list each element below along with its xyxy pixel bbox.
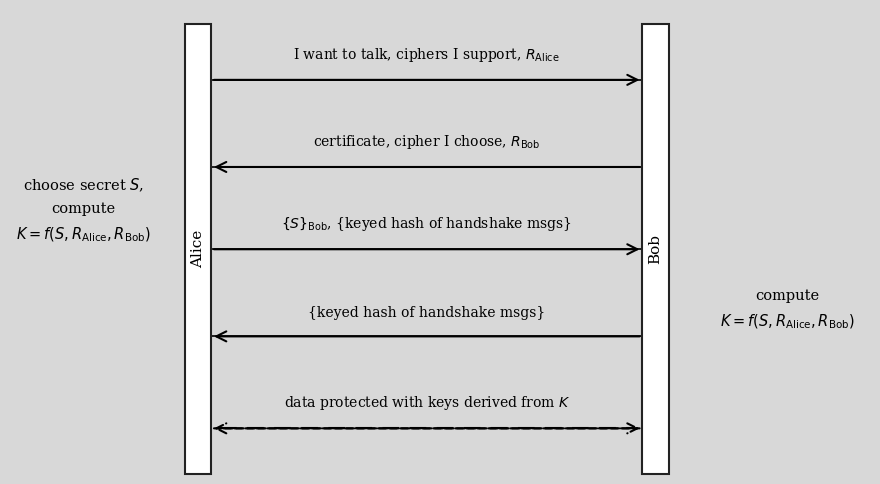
Text: data protected with keys derived from $K$: data protected with keys derived from $K… bbox=[283, 394, 570, 412]
Text: I want to talk, ciphers I support, $R_{\mathrm{Alice}}$: I want to talk, ciphers I support, $R_{\… bbox=[293, 46, 561, 64]
Text: {keyed hash of handshake msgs}: {keyed hash of handshake msgs} bbox=[308, 306, 546, 320]
Text: Bob: Bob bbox=[649, 234, 663, 264]
Text: compute
$K=f(S,R_{\mathrm{Alice}},R_{\mathrm{Bob}})$: compute $K=f(S,R_{\mathrm{Alice}},R_{\ma… bbox=[720, 289, 855, 331]
Text: choose secret $S$,
compute
$K=f(S,R_{\mathrm{Alice}},R_{\mathrm{Bob}})$: choose secret $S$, compute $K=f(S,R_{\ma… bbox=[16, 177, 151, 244]
Text: $\{S\}_{\mathrm{Bob}}$, {keyed hash of handshake msgs}: $\{S\}_{\mathrm{Bob}}$, {keyed hash of h… bbox=[282, 215, 572, 233]
Text: certificate, cipher I choose, $R_{\mathrm{Bob}}$: certificate, cipher I choose, $R_{\mathr… bbox=[313, 133, 540, 151]
Text: Alice: Alice bbox=[191, 230, 205, 269]
Bar bbox=[642, 24, 669, 474]
Bar bbox=[185, 24, 211, 474]
